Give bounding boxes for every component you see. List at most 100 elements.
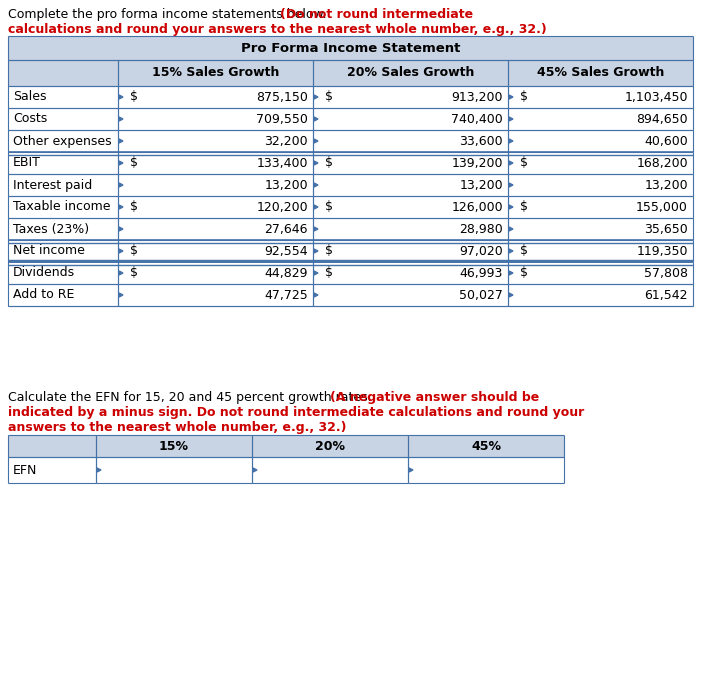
Polygon shape (509, 227, 513, 231)
Polygon shape (509, 139, 513, 143)
Text: 50,027: 50,027 (459, 289, 503, 301)
Polygon shape (314, 139, 318, 143)
Bar (118, 174, 313, 196)
Bar (508, 174, 693, 196)
Text: calculations and round your answers to the nearest whole number, e.g., 32.): calculations and round your answers to t… (8, 23, 547, 36)
Polygon shape (314, 249, 318, 253)
Polygon shape (253, 468, 257, 472)
Text: $: $ (325, 91, 333, 103)
Bar (8, 196, 118, 218)
Text: 40,600: 40,600 (644, 135, 688, 147)
Bar (118, 108, 313, 130)
Text: (A negative answer should be: (A negative answer should be (330, 391, 539, 404)
Bar (313, 196, 508, 218)
Bar (313, 108, 508, 130)
Text: $: $ (520, 201, 528, 214)
Bar (96, 435, 252, 457)
Bar (508, 240, 693, 262)
Polygon shape (314, 183, 318, 187)
Polygon shape (119, 227, 123, 231)
Polygon shape (409, 468, 413, 472)
Text: Other expenses: Other expenses (13, 135, 112, 147)
Bar (8, 435, 96, 457)
Polygon shape (119, 249, 123, 253)
Polygon shape (314, 293, 318, 297)
Bar (118, 196, 313, 218)
Bar (313, 262, 508, 284)
Polygon shape (119, 205, 123, 209)
Bar (508, 218, 693, 240)
Bar (8, 218, 118, 240)
Bar (313, 240, 508, 262)
Text: Costs: Costs (13, 112, 47, 126)
Text: Complete the pro forma income statements below.: Complete the pro forma income statements… (8, 8, 330, 21)
Text: 45%: 45% (471, 439, 501, 452)
Bar (508, 60, 693, 86)
Text: 15%: 15% (159, 439, 189, 452)
Polygon shape (509, 205, 513, 209)
Text: indicated by a minus sign. Do not round intermediate calculations and round your: indicated by a minus sign. Do not round … (8, 406, 584, 419)
Text: 875,150: 875,150 (256, 91, 308, 103)
Text: Add to RE: Add to RE (13, 289, 74, 301)
Bar (313, 130, 508, 152)
Text: $: $ (130, 245, 138, 258)
Bar (8, 130, 118, 152)
Text: 155,000: 155,000 (636, 201, 688, 214)
Text: Calculate the EFN for 15, 20 and 45 percent growth rates.: Calculate the EFN for 15, 20 and 45 perc… (8, 391, 375, 404)
Text: 61,542: 61,542 (644, 289, 688, 301)
Text: Sales: Sales (13, 91, 46, 103)
Text: 47,725: 47,725 (265, 289, 308, 301)
Bar (252, 435, 408, 457)
Text: $: $ (325, 245, 333, 258)
Bar (313, 60, 508, 86)
Text: answers to the nearest whole number, e.g., 32.): answers to the nearest whole number, e.g… (8, 421, 347, 434)
Text: 20%: 20% (315, 439, 345, 452)
Polygon shape (314, 227, 318, 231)
Polygon shape (119, 271, 123, 275)
Bar (8, 240, 118, 262)
Polygon shape (119, 161, 123, 165)
Bar (508, 196, 693, 218)
Bar (118, 284, 313, 306)
Bar (118, 152, 313, 174)
Text: $: $ (520, 266, 528, 279)
Text: 119,350: 119,350 (636, 245, 688, 258)
Polygon shape (314, 271, 318, 275)
Text: 1,103,450: 1,103,450 (624, 91, 688, 103)
Polygon shape (119, 139, 123, 143)
Bar (8, 174, 118, 196)
Text: $: $ (130, 266, 138, 279)
Text: EBIT: EBIT (13, 157, 41, 170)
Bar (118, 86, 313, 108)
Bar (508, 130, 693, 152)
Text: 139,200: 139,200 (451, 157, 503, 170)
Bar (8, 60, 118, 86)
Text: 913,200: 913,200 (451, 91, 503, 103)
Polygon shape (119, 293, 123, 297)
Text: 20% Sales Growth: 20% Sales Growth (347, 66, 474, 80)
Text: Pro Forma Income Statement: Pro Forma Income Statement (241, 41, 460, 55)
Bar (8, 36, 693, 60)
Polygon shape (509, 161, 513, 165)
Bar (8, 284, 118, 306)
Bar (508, 152, 693, 174)
Text: Interest paid: Interest paid (13, 178, 92, 191)
Text: $: $ (325, 201, 333, 214)
Bar (118, 218, 313, 240)
Text: $: $ (130, 91, 138, 103)
Polygon shape (509, 271, 513, 275)
Bar (408, 435, 564, 457)
Polygon shape (119, 117, 123, 121)
Polygon shape (119, 183, 123, 187)
Text: 894,650: 894,650 (636, 112, 688, 126)
Bar (313, 174, 508, 196)
Text: 45% Sales Growth: 45% Sales Growth (537, 66, 664, 80)
Text: Taxable income: Taxable income (13, 201, 111, 214)
Bar (118, 130, 313, 152)
Polygon shape (314, 95, 318, 99)
Bar (8, 152, 118, 174)
Text: Taxes (23%): Taxes (23%) (13, 222, 89, 235)
Text: 33,600: 33,600 (459, 135, 503, 147)
Polygon shape (314, 205, 318, 209)
Polygon shape (97, 468, 101, 472)
